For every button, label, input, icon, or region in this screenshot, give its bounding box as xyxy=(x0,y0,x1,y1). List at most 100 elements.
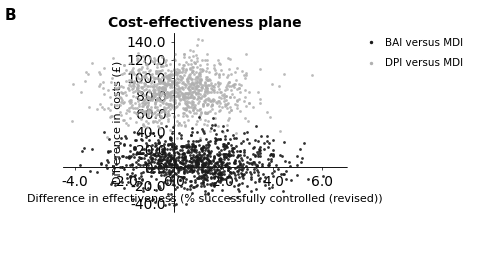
Point xyxy=(161,163,169,168)
Point xyxy=(238,171,245,175)
Point xyxy=(68,119,76,123)
Point xyxy=(135,102,143,106)
Point xyxy=(185,142,192,147)
Point xyxy=(168,79,176,84)
Point xyxy=(171,98,179,102)
Point xyxy=(187,62,195,66)
Point xyxy=(179,144,187,148)
Point xyxy=(192,157,200,162)
Point xyxy=(236,149,244,153)
Point xyxy=(269,153,277,157)
Point xyxy=(138,176,146,181)
Point xyxy=(162,74,170,78)
Point xyxy=(161,157,168,162)
Point xyxy=(153,82,161,86)
Point xyxy=(120,85,127,89)
Point xyxy=(173,76,181,81)
Point xyxy=(142,73,149,78)
Point xyxy=(203,177,211,182)
Point xyxy=(247,177,254,181)
Point xyxy=(281,159,289,163)
Point xyxy=(242,52,250,56)
Point xyxy=(170,146,178,150)
Point xyxy=(166,107,174,111)
Point xyxy=(230,85,238,89)
Point xyxy=(275,84,282,88)
Point xyxy=(111,81,119,86)
Point xyxy=(144,103,152,107)
Point xyxy=(219,143,227,148)
Point xyxy=(203,111,211,115)
Point xyxy=(186,75,194,79)
Point xyxy=(225,154,232,158)
Point xyxy=(222,163,229,168)
Point xyxy=(130,174,137,178)
Point xyxy=(243,167,251,171)
Point xyxy=(217,67,225,72)
Point xyxy=(196,117,203,121)
Point xyxy=(152,84,160,88)
Point xyxy=(180,73,187,77)
Point xyxy=(185,88,192,92)
Point xyxy=(201,109,209,114)
Point xyxy=(93,107,101,111)
Point xyxy=(180,144,188,148)
Point xyxy=(236,162,243,167)
Point xyxy=(240,172,248,177)
Point xyxy=(197,176,205,180)
Point xyxy=(166,78,174,82)
Point xyxy=(172,89,179,93)
Point xyxy=(229,149,237,154)
Point xyxy=(191,144,199,148)
Point xyxy=(224,81,232,86)
Point xyxy=(220,171,228,176)
Point xyxy=(195,107,203,112)
Point xyxy=(171,122,178,127)
Point xyxy=(216,171,224,176)
Point xyxy=(139,109,147,113)
Point xyxy=(192,85,200,89)
Point xyxy=(202,137,210,141)
Point xyxy=(266,153,274,157)
Point xyxy=(225,172,232,177)
Point xyxy=(148,143,156,147)
Point xyxy=(202,85,210,89)
Point xyxy=(182,122,189,127)
Point xyxy=(254,152,262,157)
Point xyxy=(156,163,164,167)
Point xyxy=(168,72,175,76)
Point xyxy=(126,101,134,105)
Point xyxy=(215,172,223,176)
Point xyxy=(216,62,224,67)
Point xyxy=(131,177,139,181)
Point xyxy=(182,67,189,71)
Point xyxy=(122,155,130,159)
Point xyxy=(201,118,208,122)
Point xyxy=(198,146,205,150)
Point xyxy=(137,170,145,175)
Point xyxy=(166,158,174,163)
Point xyxy=(220,94,228,98)
Point xyxy=(130,72,137,77)
Point xyxy=(109,56,117,61)
Point xyxy=(158,110,165,114)
Point xyxy=(143,166,151,170)
Point xyxy=(202,97,210,101)
Point xyxy=(184,147,192,152)
Point xyxy=(172,104,179,109)
Point xyxy=(169,125,177,129)
Point xyxy=(182,177,190,181)
Point xyxy=(154,97,162,102)
Point xyxy=(138,85,146,89)
Point xyxy=(187,133,194,137)
Point xyxy=(255,145,263,149)
Point xyxy=(136,76,144,81)
Point xyxy=(231,82,239,86)
Point xyxy=(189,90,197,95)
Point xyxy=(108,76,116,81)
Point xyxy=(204,153,212,157)
Point xyxy=(174,91,182,95)
Point xyxy=(127,84,135,88)
Point xyxy=(141,82,149,86)
Point xyxy=(221,134,229,138)
